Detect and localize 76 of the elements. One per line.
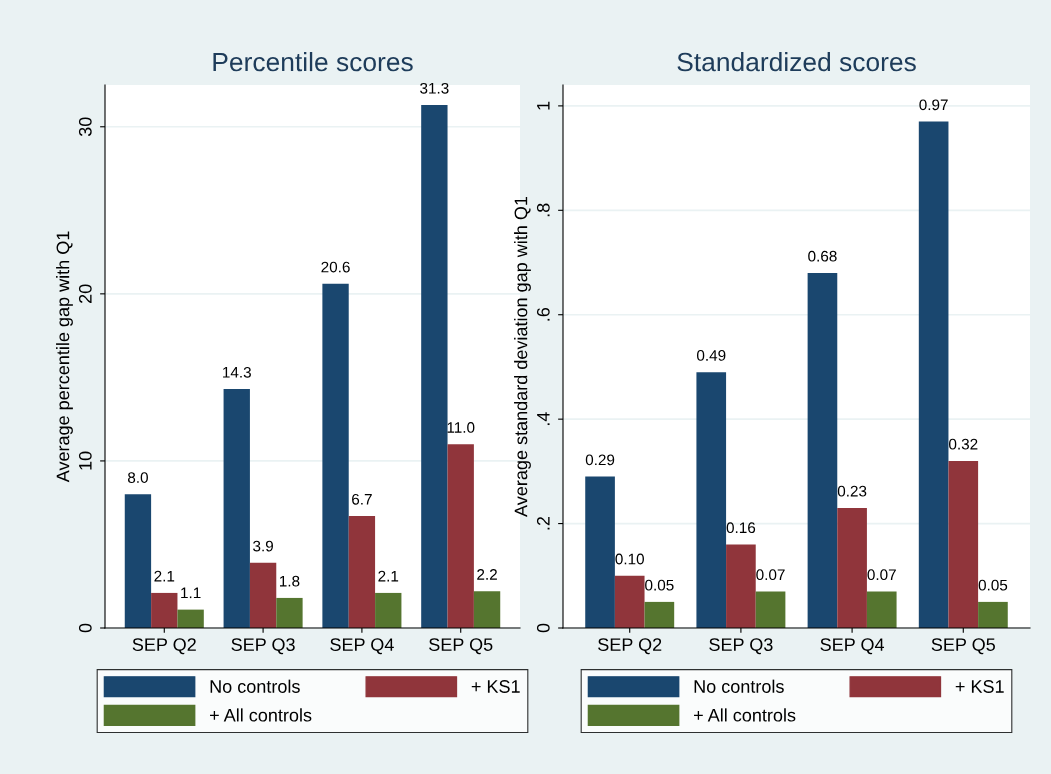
data-label: 14.3 <box>223 366 251 378</box>
data-label: 0.29 <box>585 454 615 466</box>
bar <box>978 601 1008 628</box>
data-label: 0.10 <box>615 553 644 565</box>
y-tick-label: .6 <box>536 307 550 321</box>
chart-title: Percentile scores <box>213 51 413 72</box>
bar <box>177 609 204 628</box>
data-label: 0.68 <box>808 250 837 262</box>
bar <box>585 476 615 628</box>
bar <box>866 591 897 628</box>
data-label: 0.49 <box>696 349 726 361</box>
bar <box>473 591 501 628</box>
bar <box>614 575 645 628</box>
bar <box>726 544 756 628</box>
data-label: 6.7 <box>352 493 372 505</box>
data-label: 11.0 <box>447 422 475 433</box>
x-tick-label: SEP Q3 <box>709 638 773 655</box>
data-label: 0.07 <box>867 569 896 581</box>
y-axis-title: Average percentile gap with Q1 <box>56 231 73 483</box>
data-label: 0.23 <box>837 485 867 497</box>
data-label: 31.3 <box>420 82 449 94</box>
bar <box>837 507 867 628</box>
data-label: 0.05 <box>978 579 1008 591</box>
legend-label: No controls <box>210 679 300 693</box>
bar <box>322 283 349 628</box>
data-label: 2.2 <box>477 569 497 580</box>
bar <box>948 460 979 628</box>
y-tick-label: 30 <box>78 117 92 137</box>
data-label: 2.1 <box>378 570 399 582</box>
bar <box>276 597 303 628</box>
data-label: 8.0 <box>127 472 148 483</box>
bar <box>151 592 178 628</box>
data-label: 0.97 <box>919 99 948 111</box>
bar <box>807 272 838 628</box>
bar <box>447 444 474 628</box>
data-label: 0.05 <box>645 579 674 591</box>
x-tick-label: SEP Q3 <box>231 638 295 655</box>
data-label: 1.8 <box>279 575 300 587</box>
x-tick-label: SEP Q2 <box>598 638 662 655</box>
legend-label: + KS1 <box>471 680 520 693</box>
text: No controls <box>694 679 784 693</box>
data-label: 0.32 <box>949 438 978 450</box>
y-tick-label: .2 <box>536 516 550 530</box>
x-tick-label: SEP Q5 <box>931 638 995 655</box>
legend-label: + KS1 <box>955 680 1004 693</box>
y-tick-label: 10 <box>78 451 92 470</box>
y-tick-label: 0 <box>78 623 92 633</box>
y-tick-label: 20 <box>78 284 92 303</box>
legend-label: + All controls <box>210 708 312 722</box>
chart-title: Standardized scores <box>677 51 916 72</box>
x-tick-label: SEP Q5 <box>429 638 493 655</box>
bar <box>421 105 448 628</box>
y-tick-label: .4 <box>537 412 550 426</box>
bar <box>375 592 402 628</box>
x-tick-label: SEP Q2 <box>132 638 196 655</box>
data-label: 3.9 <box>253 540 273 552</box>
bar <box>644 601 675 628</box>
bar <box>696 372 727 628</box>
x-tick-label: SEP Q4 <box>820 638 885 655</box>
y-axis-title: Average standard deviation gap with Q1 <box>514 196 531 517</box>
data-label: 1.1 <box>181 587 201 599</box>
data-label: 2.1 <box>154 570 175 582</box>
y-tick-label: 0 <box>536 623 550 633</box>
bar <box>249 562 277 628</box>
y-tick-label: 1 <box>537 101 550 110</box>
data-label: 0.16 <box>726 522 756 534</box>
legend-label: + All controls <box>694 708 796 722</box>
bar <box>348 516 376 628</box>
y-tick-label: .8 <box>536 203 550 217</box>
data-label: 20.6 <box>321 261 350 273</box>
bar <box>124 494 152 628</box>
bar <box>223 389 250 628</box>
data-label: 0.07 <box>756 569 785 581</box>
bar <box>755 591 786 628</box>
bar <box>918 121 949 628</box>
x-tick-label: SEP Q4 <box>330 638 394 655</box>
